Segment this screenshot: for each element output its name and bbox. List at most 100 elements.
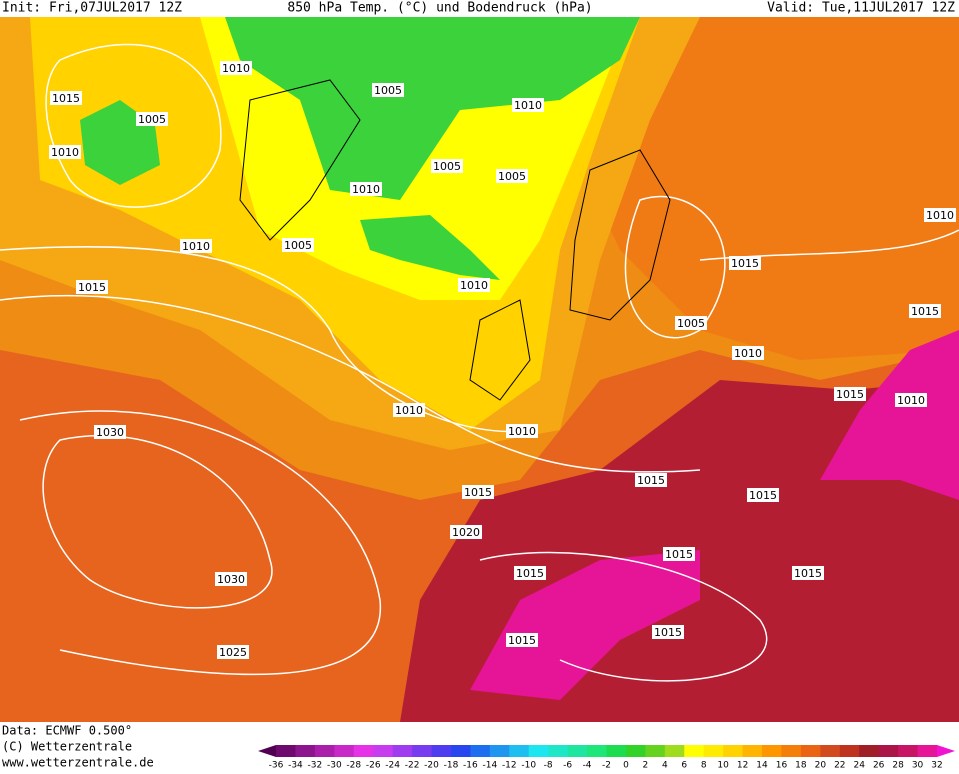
isobar-label-box <box>462 485 494 499</box>
colorbar-label: -2 <box>602 761 611 771</box>
isobar-label-box <box>217 645 249 659</box>
colorbar-label: -20 <box>424 761 439 771</box>
colorbar-swatch <box>392 745 413 757</box>
isobar-label: 1030 <box>217 573 245 586</box>
isobar-label-box <box>50 91 82 105</box>
colorbar-swatch <box>664 745 685 757</box>
isobar-label-box <box>514 566 546 580</box>
isobar-label-box <box>350 182 382 196</box>
colorbar-swatch <box>684 745 705 757</box>
isobar-label: 1015 <box>78 281 106 294</box>
colorbar-swatch <box>470 745 491 757</box>
colorbar-label: -8 <box>544 761 553 771</box>
isobar-label: 1015 <box>794 567 822 580</box>
colorbar-label: -6 <box>563 761 572 771</box>
isobar-label-box <box>747 488 779 502</box>
isobar-label-box <box>372 83 404 97</box>
isobar-label-box <box>49 145 81 159</box>
isobar-label-box <box>512 98 544 112</box>
isobar-label: 1010 <box>395 404 423 417</box>
isobar-labels: 1010 1005 1015 1005 1010 1010 1005 1005 1010 1010… <box>49 61 956 659</box>
colorbar-swatch <box>878 745 899 757</box>
isobar-label: 1010 <box>508 425 536 438</box>
colorbar-label: 30 <box>912 761 924 771</box>
isobar-label: 1015 <box>52 92 80 105</box>
colorbar-label: -32 <box>308 761 323 771</box>
isobar-label-box <box>458 278 490 292</box>
colorbar-swatch <box>567 745 588 757</box>
colorbar-swatch <box>898 745 919 757</box>
isobar-label: 1005 <box>284 239 312 252</box>
isobar-label-box <box>663 547 695 561</box>
isobar-label-box <box>431 159 463 173</box>
isobar-label: 1010 <box>460 279 488 292</box>
isobar-label: 1010 <box>352 183 380 196</box>
isobar-label-box <box>506 424 538 438</box>
colorbar-label: -14 <box>483 761 498 771</box>
colorbar-swatch <box>431 745 452 757</box>
isobar-label: 1015 <box>665 548 693 561</box>
isobar-label-box <box>506 633 538 647</box>
colorbar-swatch <box>373 745 394 757</box>
isobar-label: 1005 <box>498 170 526 183</box>
colorbar-label: -4 <box>583 761 592 771</box>
colorbar-label: -34 <box>288 761 303 771</box>
temp-area <box>360 215 500 280</box>
isobar-label-box <box>136 112 168 126</box>
colorbar-label: 22 <box>834 761 845 771</box>
isobar-label-box <box>635 473 667 487</box>
temp-area <box>470 550 700 700</box>
colorbar-label: -24 <box>385 761 400 771</box>
colorbar-label: 26 <box>873 761 885 771</box>
isobar-label: 1020 <box>452 526 480 539</box>
init-time: Init: Fri,07JUL2017 12Z <box>2 1 182 16</box>
colorbar-label: 18 <box>795 761 807 771</box>
colorbar-swatch <box>762 745 782 757</box>
colorbar-swatch <box>314 745 335 757</box>
isobar-label: 1010 <box>514 99 542 112</box>
colorbar-swatch <box>450 745 471 757</box>
colorbar-swatch <box>839 745 860 757</box>
colorbar-swatch <box>258 745 276 757</box>
isobar-label-box <box>924 208 956 222</box>
isobar-label-box <box>220 61 252 75</box>
colorbar-label: -10 <box>521 761 536 771</box>
colorbar-swatch <box>606 745 627 757</box>
colorbar-swatch <box>742 745 763 757</box>
isobar-label-box <box>450 525 482 539</box>
isobar-label: 1015 <box>749 489 777 502</box>
colorbar-swatch <box>509 745 530 757</box>
colorbar-swatch <box>625 745 646 757</box>
map-title: 850 hPa Temp. (°C) und Bodendruck (hPa) <box>287 1 592 16</box>
isobar-label-box <box>895 393 927 407</box>
colorbar-swatch <box>800 745 821 757</box>
isobar-label-box <box>496 169 528 183</box>
colorbar-label: -18 <box>444 761 459 771</box>
colorbar-label: -26 <box>366 761 381 771</box>
isobar-label-box <box>282 238 314 252</box>
isobar-label: 1010 <box>182 240 210 253</box>
colorbar-label: -22 <box>405 761 420 771</box>
data-source: Data: ECMWF 0.500° <box>2 724 132 738</box>
colorbar-swatch <box>353 745 374 757</box>
isobar-label-box <box>94 425 126 439</box>
isobar-label: 1005 <box>374 84 402 97</box>
colorbar-label: 12 <box>737 761 748 771</box>
colorbar-swatch <box>587 745 607 757</box>
copyright: (C) Wetterzentrale <box>2 740 132 754</box>
colorbar-label: -36 <box>269 761 284 771</box>
colorbar-swatch <box>723 745 744 757</box>
isobar-label: 1015 <box>836 388 864 401</box>
isobar-label: 1015 <box>637 474 665 487</box>
colorbar-swatch <box>703 745 724 757</box>
isobar-label-box <box>76 280 108 294</box>
coastlines <box>239 79 671 401</box>
colorbar-label: 2 <box>643 761 649 771</box>
colorbar-label: 20 <box>815 761 827 771</box>
colorbar-swatch <box>917 745 938 757</box>
temp-area <box>820 330 959 500</box>
temp-area <box>225 17 640 200</box>
colorbar-label: 6 <box>681 761 687 771</box>
colorbar-swatch <box>412 745 433 757</box>
